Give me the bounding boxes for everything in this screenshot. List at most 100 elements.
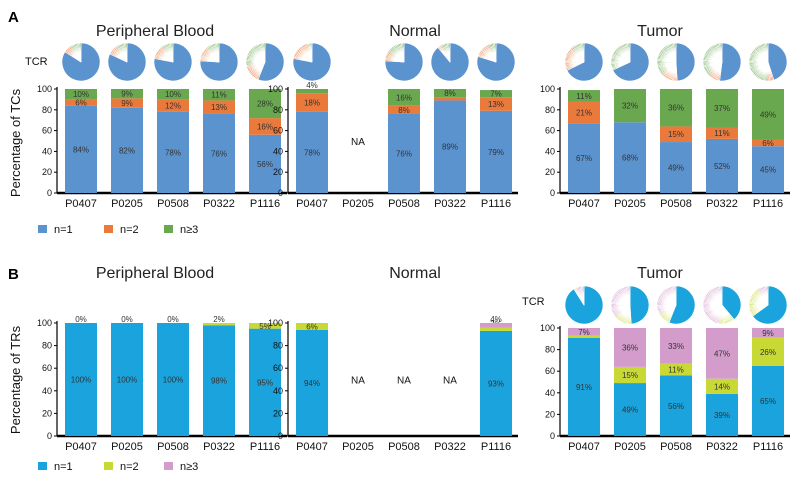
- data-label: 47%: [714, 349, 730, 358]
- charts: Peripheral Blood020406080100P040784%6%10…: [37, 23, 790, 453]
- bar-segment: [203, 113, 235, 193]
- x-tick-label: P1116: [481, 198, 511, 210]
- pie-slice: [257, 42, 285, 82]
- bar-segment: [660, 142, 692, 193]
- bar-segment: [296, 93, 328, 112]
- chart-title: Tumor: [637, 265, 683, 282]
- x-tick-label: P1116: [753, 441, 783, 453]
- bar-segment: [568, 101, 600, 124]
- y-tick-label: 0: [550, 431, 555, 441]
- na-label: NA: [397, 376, 411, 387]
- x-tick-label: P1116: [753, 198, 783, 210]
- data-label: 7%: [578, 328, 590, 337]
- bar-segment: [568, 328, 600, 336]
- data-label: 7%: [490, 90, 502, 99]
- y-tick-label: 100: [268, 318, 283, 328]
- legend-a: n=1 n=2 n≥3: [38, 224, 198, 236]
- legend-b-label-n3: n≥3: [180, 461, 198, 473]
- bar-segment: [568, 335, 600, 338]
- pie-slice: [719, 42, 742, 82]
- bar-segment: [157, 111, 189, 193]
- data-label: 98%: [211, 377, 227, 386]
- data-label: 16%: [257, 122, 273, 131]
- bar-segment: [296, 111, 328, 193]
- legend-a-label-n2: n=2: [120, 224, 139, 236]
- bar-segment: [706, 378, 738, 394]
- pie-slice: [674, 285, 677, 306]
- bar-segment: [203, 323, 235, 326]
- chart-a-0: Peripheral Blood020406080100P040784%6%10…: [37, 23, 287, 210]
- data-label: 6%: [762, 139, 774, 148]
- y-tick-label: 40: [545, 146, 555, 156]
- x-tick-label: P0407: [65, 441, 97, 453]
- pie-slice: [61, 42, 101, 82]
- data-label: 33%: [668, 342, 684, 351]
- y-tick-label: 0: [47, 188, 52, 198]
- pie-slice: [674, 42, 677, 63]
- legend-b-swatch-n2: [104, 462, 113, 470]
- y-tick-label: 40: [42, 386, 52, 396]
- pie-slice: [675, 42, 696, 82]
- x-tick-label: P0205: [342, 441, 374, 453]
- data-label: 100%: [71, 376, 91, 385]
- x-tick-label: P0322: [706, 198, 738, 210]
- pie-slice: [721, 285, 742, 321]
- legend-a-swatch-n1: [38, 225, 47, 233]
- data-label: 11%: [211, 91, 226, 100]
- data-label: 5%: [259, 322, 271, 331]
- y-tick-label: 80: [42, 105, 52, 115]
- bar-segment: [614, 89, 646, 123]
- data-label: 78%: [165, 148, 181, 157]
- y-tick-label: 80: [42, 341, 52, 351]
- data-label: 79%: [488, 148, 504, 157]
- data-label: 84%: [73, 145, 89, 154]
- data-label: 67%: [576, 154, 592, 163]
- bar-segment: [614, 366, 646, 384]
- bar-segment: [249, 118, 281, 135]
- pie-slice: [310, 42, 313, 63]
- bar-segment: [157, 323, 189, 436]
- bar-segment: [568, 123, 600, 193]
- bar-segment: [568, 337, 600, 436]
- data-label: 18%: [304, 99, 320, 108]
- x-tick-label: P0205: [111, 198, 143, 210]
- bar-segment: [249, 328, 281, 436]
- legend-b-swatch-n1: [38, 462, 47, 470]
- data-label: 52%: [714, 162, 730, 171]
- x-tick-label: P0508: [157, 198, 189, 210]
- bar-segment: [388, 105, 420, 114]
- data-label: 11%: [714, 129, 729, 138]
- na-label: NA: [351, 376, 365, 387]
- bar-segment: [660, 375, 692, 436]
- y-tick-label: 40: [42, 146, 52, 156]
- data-label: 15%: [668, 130, 684, 139]
- data-label: 11%: [576, 92, 591, 101]
- data-label: 56%: [668, 402, 684, 411]
- bar-segment: [296, 323, 328, 330]
- data-label: 36%: [668, 104, 684, 113]
- data-label: 8%: [398, 106, 410, 115]
- bar-segment: [480, 90, 512, 98]
- pie-slice: [153, 42, 193, 82]
- na-label: NA: [443, 376, 457, 387]
- data-label: 49%: [760, 110, 776, 119]
- x-tick-label: P0322: [203, 441, 235, 453]
- data-label: 12%: [165, 102, 181, 111]
- tcr-label-b: TCR: [522, 296, 545, 308]
- bar-segment: [111, 107, 143, 193]
- y-tick-label: 20: [42, 167, 52, 177]
- x-tick-label: P1116: [250, 441, 280, 453]
- pie-slice: [402, 42, 405, 63]
- y-tick-label: 0: [550, 188, 555, 198]
- chart-b-3: Peripheral Blood 0 20 40 60 80 100 P0407 100% 0% P…: [37, 265, 287, 453]
- data-label: 94%: [304, 379, 320, 388]
- data-label: 6%: [306, 322, 318, 331]
- bar-segment: [111, 98, 143, 108]
- pie-slice: [448, 42, 451, 63]
- pie-slice: [263, 42, 266, 63]
- data-label: 39%: [714, 411, 730, 420]
- chart-b-4: Normal 0 20 40 60 80 100 P0407 94% 6% P0205 NA P0508…: [268, 265, 518, 453]
- bar-segment: [388, 89, 420, 106]
- data-label: 91%: [576, 383, 592, 392]
